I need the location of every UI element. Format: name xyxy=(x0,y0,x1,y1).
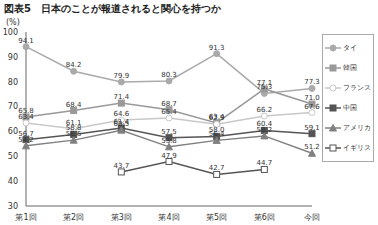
svg-text:61.1: 61.1 xyxy=(65,118,82,127)
svg-text:60: 60 xyxy=(8,127,18,136)
svg-text:40: 40 xyxy=(8,177,18,186)
svg-text:60.4: 60.4 xyxy=(256,120,273,129)
svg-text:47.9: 47.9 xyxy=(161,152,177,160)
svg-text:77.1: 77.1 xyxy=(257,79,273,87)
svg-text:71.0: 71.0 xyxy=(304,94,320,102)
svg-text:58.8: 58.8 xyxy=(65,124,82,133)
svg-text:84.2: 84.2 xyxy=(66,61,82,69)
svg-text:75.3: 75.3 xyxy=(256,83,273,92)
svg-text:53.8: 53.8 xyxy=(161,137,177,145)
svg-text:56.4: 56.4 xyxy=(209,130,225,138)
svg-text:第6回: 第6回 xyxy=(254,213,275,222)
svg-text:64.6: 64.6 xyxy=(114,110,130,118)
html-text:タイ: タイ xyxy=(343,44,357,52)
html-text:図表5 日本のことが報道されると関心を持つか: 図表5 日本のことが報道されると関心を持つか xyxy=(4,3,221,14)
svg-text:80.3: 80.3 xyxy=(161,71,177,79)
svg-text:第4回: 第4回 xyxy=(158,213,179,222)
svg-text:57.5: 57.5 xyxy=(161,128,177,136)
svg-text:94.1: 94.1 xyxy=(18,37,34,45)
svg-text:65.4: 65.4 xyxy=(161,108,177,116)
svg-text:56.5: 56.5 xyxy=(66,130,82,138)
svg-text:65.8: 65.8 xyxy=(18,107,34,115)
svg-text:70: 70 xyxy=(8,102,18,111)
svg-text:68.7: 68.7 xyxy=(161,100,177,108)
html-text:イギリス: イギリス xyxy=(343,144,371,152)
svg-text:50: 50 xyxy=(8,152,18,161)
svg-text:80: 80 xyxy=(8,78,18,87)
svg-text:第1回: 第1回 xyxy=(15,213,36,222)
svg-text:67.6: 67.6 xyxy=(304,103,320,111)
html-text:フランス: フランス xyxy=(343,84,371,92)
svg-text:54.2: 54.2 xyxy=(18,136,34,144)
svg-text:79.9: 79.9 xyxy=(114,72,130,80)
svg-text:63.4: 63.4 xyxy=(18,113,34,121)
svg-text:第3回: 第3回 xyxy=(111,213,132,222)
html-text:中国: 中国 xyxy=(343,104,357,112)
svg-text:68.4: 68.4 xyxy=(66,101,82,109)
svg-text:58.2: 58.2 xyxy=(257,126,273,134)
svg-text:71.4: 71.4 xyxy=(114,93,130,101)
svg-text:今回: 今回 xyxy=(304,213,320,222)
svg-text:第5回: 第5回 xyxy=(206,213,227,222)
svg-text:60.5: 60.5 xyxy=(114,120,130,128)
html-text:韓国: 韓国 xyxy=(343,64,357,72)
svg-text:77.3: 77.3 xyxy=(304,78,320,86)
svg-text:100: 100 xyxy=(8,28,18,37)
svg-text:44.7: 44.7 xyxy=(257,159,273,167)
html-text:アメリカ: アメリカ xyxy=(343,124,371,132)
svg-text:43.7: 43.7 xyxy=(114,162,130,170)
svg-text:56.7: 56.7 xyxy=(18,129,34,138)
svg-text:59.1: 59.1 xyxy=(304,124,320,132)
svg-text:42.7: 42.7 xyxy=(209,164,225,172)
svg-text:66.2: 66.2 xyxy=(257,106,273,114)
svg-text:第2回: 第2回 xyxy=(63,213,84,222)
svg-text:90: 90 xyxy=(8,53,18,62)
svg-text:62.9: 62.9 xyxy=(209,114,225,122)
svg-text:51.2: 51.2 xyxy=(304,143,320,151)
svg-text:30: 30 xyxy=(8,202,18,211)
svg-text:91.3: 91.3 xyxy=(209,44,225,52)
